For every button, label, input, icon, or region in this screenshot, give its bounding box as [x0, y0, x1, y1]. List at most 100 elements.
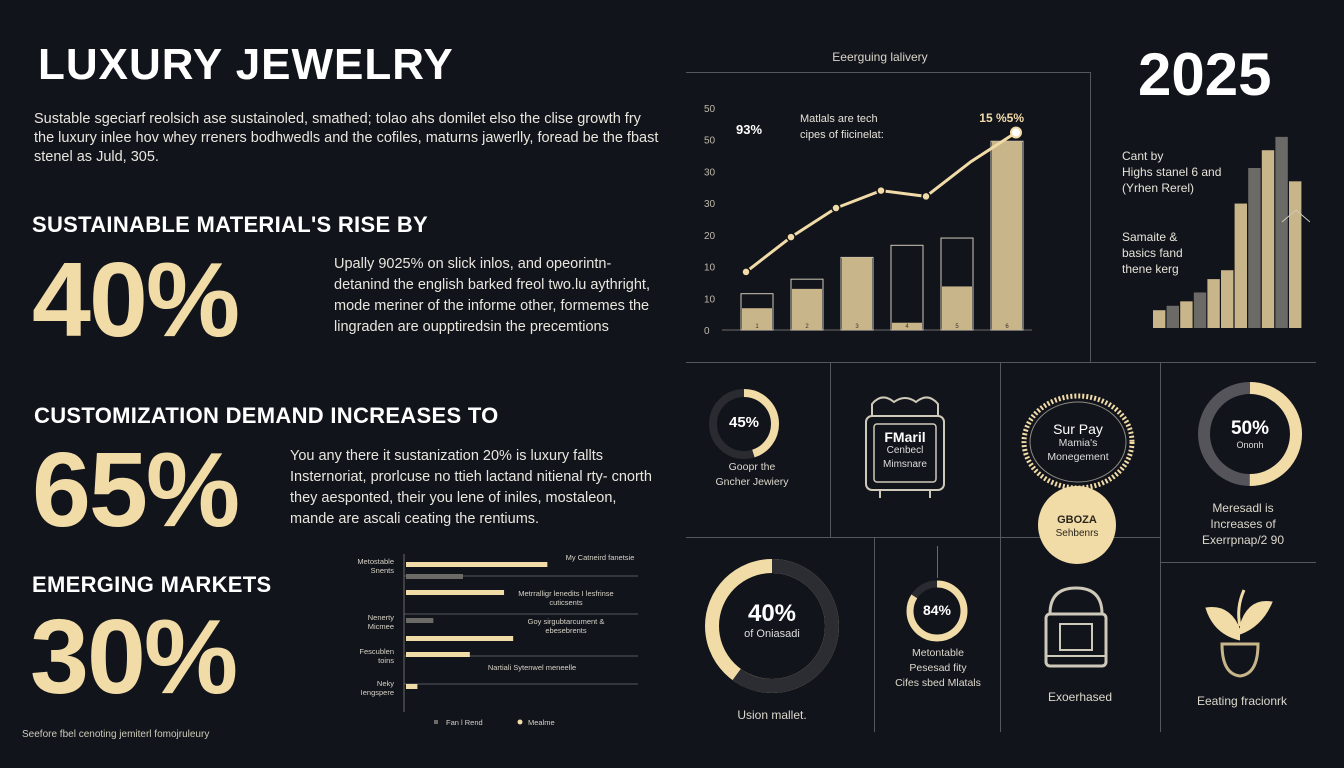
y-tick-label: 50 [704, 136, 716, 147]
stair-bar [1289, 181, 1302, 328]
hbar-bar [406, 684, 418, 689]
annotation-text-1a: Matlals are tech [800, 113, 878, 125]
hbar-row-label: Fescublen [359, 647, 394, 656]
stair-bar [1193, 292, 1207, 328]
section-text-sustainable: Upally 9025% on slick inlos, and opeorin… [334, 256, 650, 335]
donut-40 [705, 559, 839, 693]
hbar-note: Goy sirgubtarcument & [528, 617, 605, 626]
section-text-customization: You any there it sustanization 20% is lu… [290, 448, 652, 527]
stat-sustainable: 40% [32, 241, 240, 359]
tile6-stem [937, 546, 938, 578]
tile2-text: FMaril Cenbecl Mimsnare [883, 429, 927, 470]
hbar-note: My Catneird fanetsie [566, 553, 635, 562]
y-tick-label: 50 [704, 104, 716, 115]
bar [992, 141, 1022, 330]
hbar-bar [406, 652, 470, 657]
stair-bar [1221, 270, 1234, 328]
hbar-row-label: Snents [371, 566, 395, 575]
year-label: 2025 [1138, 41, 1272, 108]
stair-note-2: Samaite & basics fand thene kerg [1122, 230, 1183, 276]
divider [686, 537, 1160, 538]
stair-bar [1234, 203, 1247, 328]
y-tick-label: 30 [704, 199, 716, 210]
y-tick-label: 30 [704, 167, 716, 178]
x-tick-label: 2 [805, 324, 809, 330]
hbar-row-label: Neky [377, 679, 394, 688]
bar-outline [890, 244, 924, 331]
hbar-note: cuticsents [549, 598, 583, 607]
line-point [786, 232, 796, 242]
divider [1000, 362, 1001, 537]
divider [1160, 362, 1161, 732]
footnote: Seefore fbel cenoting jemiterl fomojrule… [22, 729, 210, 740]
y-tick-label: 20 [704, 231, 716, 242]
divider [1000, 537, 1001, 732]
x-tick-label: 3 [855, 324, 859, 330]
annotation-value-1: 93% [736, 122, 762, 137]
hbar-bar [406, 574, 463, 579]
sur-pay-ring [1021, 393, 1135, 491]
divider [874, 537, 875, 732]
bar [842, 257, 872, 330]
stair-bar [1166, 305, 1179, 328]
x-tick-label: 6 [1005, 324, 1009, 330]
y-tick-label: 10 [704, 294, 716, 305]
tile8-label: Eeating fracionrk [1196, 694, 1288, 708]
stat-emerging: 30% [30, 598, 238, 716]
bar [742, 308, 772, 330]
line-point [921, 191, 931, 202]
legend-label-b: Mealme [528, 718, 555, 727]
tile7-label: Exoerhased [1047, 690, 1113, 704]
hbar-note: ebesebrents [545, 626, 587, 635]
y-tick-label: 10 [704, 263, 716, 274]
bar [892, 322, 922, 330]
x-tick-label: 1 [755, 324, 759, 330]
line-point [876, 185, 886, 196]
donut-84 [906, 580, 968, 642]
stair-bar-chart [1153, 136, 1310, 328]
annotation-value-2: 15 %5% [979, 111, 1024, 125]
stair-bar [1153, 310, 1166, 328]
tile5-label: Usion mallet. [737, 708, 807, 722]
stair-bar [1180, 301, 1193, 328]
donut-45 [709, 389, 779, 459]
jewelry-box-icon [865, 396, 945, 498]
legend-label-a: Fan l Rend [446, 718, 483, 727]
hbar-row-label: Metostable [357, 557, 394, 566]
stair-note-1: Cant by Highs stanel 6 and (Yrhen Rerel) [1122, 149, 1222, 195]
stair-bar [1261, 150, 1275, 328]
bar-line-chart: 0 10 10 20 30 30 50 50 1 2 3 4 5 6 93% Matlals are tech… [704, 104, 1032, 337]
tile4-label: Meresadl is Increases of Exerrpnap/2 90 [1201, 501, 1285, 547]
hbar-bar [406, 562, 548, 567]
donut-45-value: 45% [728, 414, 760, 431]
stat-customization: 65% [32, 431, 240, 549]
tile3-badge: GBOZA Sehbenrs [1038, 486, 1116, 564]
donut-50 [1198, 382, 1302, 486]
section-heading-customization: CUSTOMIZATION DEMAND INCREASES TO [34, 403, 499, 428]
legend-swatch-b [517, 719, 523, 725]
donut-84-value: 84% [922, 602, 952, 618]
intro-text: Sustable sgeciarf reolsich ase sustainol… [34, 111, 659, 165]
hbar-bar [406, 590, 505, 595]
divider [830, 362, 831, 537]
tile6-label: Metontable Pesesad fity Cifes sbed Mlatals [895, 647, 981, 689]
page-title: LUXURY JEWELRY [38, 40, 454, 89]
trend-line [745, 131, 1017, 274]
chart-title: Eeerguing lalivery [832, 50, 928, 64]
line-point [741, 267, 751, 277]
x-tick-label: 4 [905, 324, 909, 330]
stair-bar [1275, 136, 1288, 328]
stair-marker [1281, 209, 1310, 223]
divider [686, 72, 1090, 73]
section-heading-sustainable: SUSTAINABLE MATERIAL'S RISE BY [32, 212, 428, 237]
hbar-bar [406, 618, 434, 623]
plant-pot-icon [1205, 589, 1273, 678]
tile5-value: 40% of Oniasadi [744, 600, 800, 640]
bar [942, 286, 972, 330]
tile3-text: Sur Pay Mamia's Monegement [1047, 421, 1109, 463]
section-heading-emerging: EMERGING MARKETS [32, 572, 272, 597]
divider [1090, 72, 1091, 362]
legend-swatch-a [434, 720, 438, 724]
stair-bar [1248, 168, 1261, 328]
